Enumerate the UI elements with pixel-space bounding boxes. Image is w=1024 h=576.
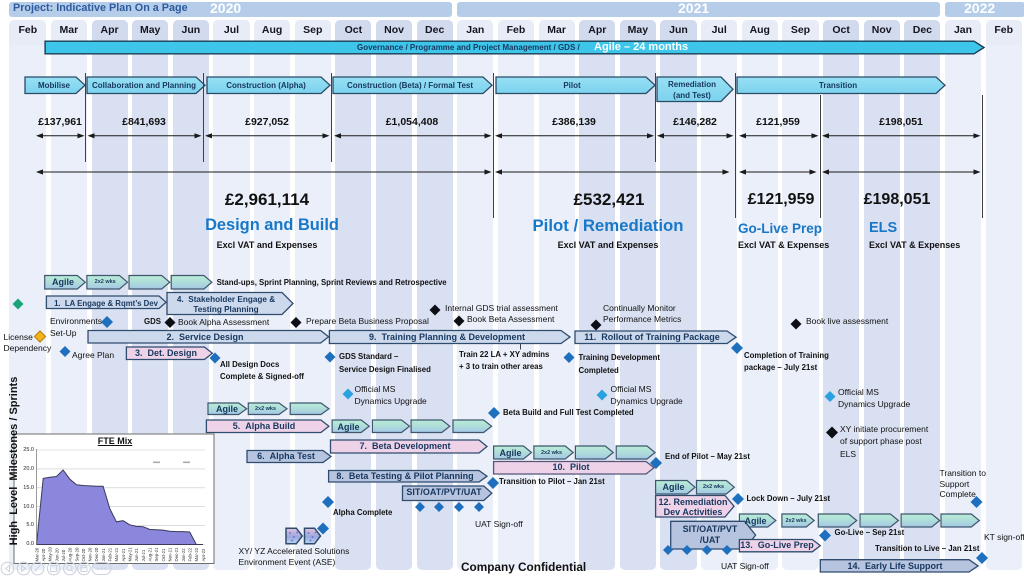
svg-text:Aug-21: Aug-21 xyxy=(148,547,153,561)
svg-text:Jun-20: Jun-20 xyxy=(54,548,59,562)
svg-text:Mar-20: Mar-20 xyxy=(34,547,39,561)
svg-text:Jan-21: Jan-21 xyxy=(101,548,106,562)
svg-text:Apr-21: Apr-21 xyxy=(121,548,126,562)
svg-text:Mar-22: Mar-22 xyxy=(194,547,199,561)
svg-text:Sep-20: Sep-20 xyxy=(74,547,79,561)
svg-text:May-21: May-21 xyxy=(128,547,133,562)
svg-text:Apr-22: Apr-22 xyxy=(201,548,206,562)
svg-text:Feb-22: Feb-22 xyxy=(188,547,193,561)
svg-text:Dec-20: Dec-20 xyxy=(94,547,99,561)
svg-text:Jun-21: Jun-21 xyxy=(134,548,139,562)
svg-text:Dec-21: Dec-21 xyxy=(174,547,179,561)
svg-text:Jul-20: Jul-20 xyxy=(61,549,66,561)
svg-text:Nov-21: Nov-21 xyxy=(168,547,173,561)
svg-text:Aug-20: Aug-20 xyxy=(68,547,73,561)
svg-text:Jul-21: Jul-21 xyxy=(141,549,146,561)
svg-text:Apr-20: Apr-20 xyxy=(41,548,46,562)
svg-text:Jan-22: Jan-22 xyxy=(181,548,186,562)
svg-text:Feb-21: Feb-21 xyxy=(108,547,113,561)
svg-text:Oct-21: Oct-21 xyxy=(161,548,166,562)
svg-text:Nov-20: Nov-20 xyxy=(88,547,93,561)
svg-text:Sep-21: Sep-21 xyxy=(154,547,159,561)
svg-text:Mar-21: Mar-21 xyxy=(114,547,119,561)
svg-text:May-20: May-20 xyxy=(48,547,53,562)
svg-text:Oct-20: Oct-20 xyxy=(81,548,86,562)
